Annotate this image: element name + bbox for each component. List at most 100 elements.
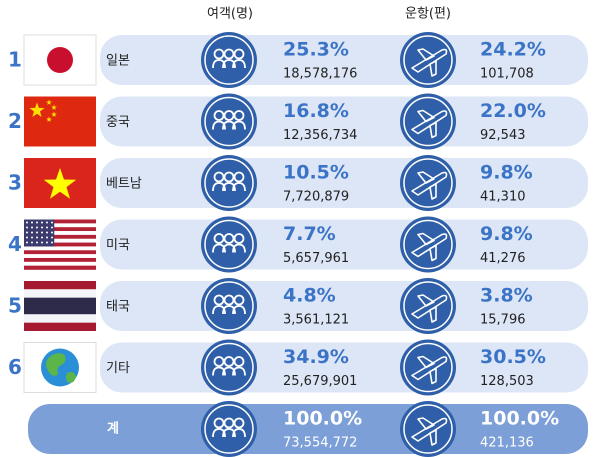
row: 3 베트남 10.5% 7,720,879 9.8% 41,310 [8,155,588,211]
country: 베트남 [106,177,142,192]
flag-stripe [24,254,96,259]
flag-stripe [24,219,96,224]
flight-count: 15,796 [480,313,526,328]
passenger-count: 18,578,176 [283,67,357,82]
flag-stripe [24,231,96,236]
flag [24,96,96,147]
flag-star [26,231,28,234]
passenger-share: 4.8% [283,285,336,307]
country: 일본 [106,54,130,69]
icon-circle [400,155,456,211]
icon-circle [400,93,456,150]
flag-star [31,221,33,224]
flag-stripe [24,322,96,331]
icon-head [233,294,245,306]
passenger-share: 34.9% [283,346,349,368]
icon-head [213,48,225,60]
icon-head [233,356,245,367]
icon-head [213,294,225,306]
globe-land [46,353,76,383]
flag-star [31,226,33,229]
flag-star [46,241,48,244]
icon-head [213,356,225,367]
flight-share: 9.8% [480,223,533,245]
flag-star [46,116,52,122]
icon-circle [400,32,456,88]
flag [23,342,97,393]
icon-head [213,171,225,183]
flag-star [46,231,48,234]
passenger-count: 3,561,121 [283,313,349,328]
icon-circle [400,401,456,457]
flag-star [31,241,33,244]
passenger-count: 5,657,961 [283,251,349,266]
icon-body [232,305,246,315]
icon-circle [400,339,456,396]
icon-ring [204,219,254,270]
rank: 6 [8,355,22,379]
icon-head [233,171,245,183]
passenger-count: 25,679,901 [283,374,357,389]
flag-stripe [24,257,96,263]
icon-head [233,48,245,60]
flag-star [51,111,57,117]
passenger-share: 16.8% [283,100,349,122]
icon-ring [403,96,453,147]
icon-ring [403,219,453,270]
icon-plane [411,294,448,323]
row: 6 기타 34.9% 25,679,901 30.5% 128,503 [8,339,588,396]
icon-ring [204,281,254,331]
flag-star [36,241,38,244]
flag-star [41,231,43,234]
icon-head [213,110,225,121]
icon-plane [411,355,448,385]
flag-star [41,241,43,244]
icon-ring [204,342,254,393]
passenger-count: 12,356,734 [283,128,357,143]
icon-ring [204,158,254,208]
flag-star [36,231,38,234]
flag-star [36,236,38,239]
icon-head [233,417,245,429]
flight-share: 22.0% [480,100,546,122]
icon-body [232,428,246,438]
flight-share: 9.8% [480,162,533,184]
flight-share: 24.2% [480,39,546,61]
icon-body [232,243,246,253]
passenger-count: 7,720,879 [283,190,349,205]
flag-stripe [24,238,96,243]
icon-ring [204,404,254,454]
rank: 3 [8,171,22,195]
flag-star [31,231,33,234]
total-label: 계 [107,422,119,437]
flag [24,219,96,270]
passenger-share: 25.3% [283,39,349,61]
flag-stripe [24,314,96,323]
icon-ring [204,96,254,147]
icon-body [232,366,246,376]
flag-stripe [24,297,96,315]
icon-head [223,356,235,367]
flag-star [51,221,53,224]
header-passengers: 여객(명) [207,7,253,22]
flag [24,281,96,331]
flight-count: 41,276 [480,251,526,266]
icon-ring [403,281,453,331]
icon-plane [411,48,448,77]
icon-ring [403,35,453,85]
flag-star [46,99,52,105]
flag-star [51,236,53,239]
total-row: 계 100.0% 73,554,772 100.0% 421,136 [28,401,588,457]
flag-stripe [24,250,96,255]
icon-head [223,110,235,121]
flight-share: 3.8% [480,285,533,307]
flag [23,34,97,86]
flag-star [29,102,45,117]
rank: 2 [8,109,22,133]
flag-star [46,236,48,239]
icon-circle [400,216,456,273]
flag-star [36,226,38,229]
flag-stripe [24,227,96,232]
icon-ring [204,35,254,85]
